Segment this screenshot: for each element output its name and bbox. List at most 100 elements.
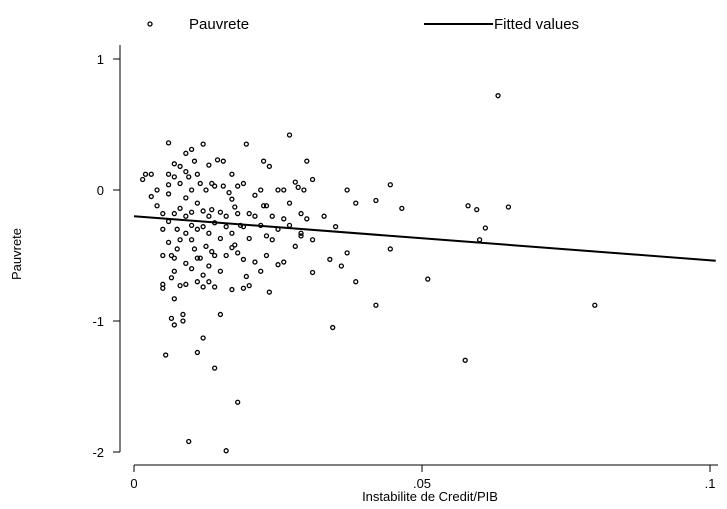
scatter-point: [505, 204, 512, 210]
scatter-point: [206, 162, 212, 168]
scatter-point: [246, 235, 252, 242]
scatter-point: [186, 438, 192, 445]
y-tick-label: 1: [97, 52, 104, 67]
y-tick-label: -2: [92, 445, 104, 460]
scatter-point: [188, 187, 195, 193]
scatter-points-layer: [139, 93, 598, 454]
scatter-point: [252, 213, 258, 219]
scatter-point: [177, 282, 183, 289]
scatter-point: [387, 246, 393, 252]
scatter-point: [344, 187, 350, 193]
scatter-point: [281, 259, 287, 265]
scatter-point: [197, 180, 203, 187]
scatter-point: [183, 169, 189, 175]
scatter-point: [183, 150, 189, 156]
scatter-point: [211, 365, 218, 371]
scatter-point: [258, 222, 264, 229]
scatter-point: [387, 182, 393, 188]
scatter-point: [240, 180, 247, 187]
scatter-point: [171, 255, 177, 261]
scatter-point: [353, 200, 359, 206]
axes: [119, 45, 718, 466]
scatter-point: [209, 180, 215, 187]
scatter-point: [223, 213, 229, 219]
fitted-line-layer: [133, 215, 716, 262]
y-tick-label: -1: [92, 314, 104, 329]
scatter-point: [177, 163, 183, 170]
scatter-point: [142, 171, 149, 177]
scatter-point: [183, 260, 189, 267]
y-ticks: -2 -1 0 1: [92, 52, 120, 460]
scatter-point: [229, 286, 235, 293]
scatter-point: [200, 284, 206, 290]
legend-label-pauvrete: Pauvrete: [189, 16, 249, 33]
scatter-point: [286, 222, 293, 229]
scatter-point: [217, 235, 224, 242]
scatter-point: [171, 296, 177, 302]
scatter-point: [211, 284, 218, 290]
scatter-point: [177, 180, 183, 187]
scatter-point: [252, 259, 258, 265]
scatter-point: [275, 187, 281, 193]
scatter-point: [171, 322, 177, 328]
scatter-point: [269, 237, 275, 243]
scatter-point: [304, 216, 310, 222]
scatter-point: [154, 203, 160, 209]
scatter-point: [165, 140, 172, 146]
scatter-point: [211, 252, 218, 259]
scatter-point: [194, 226, 201, 232]
scatter-point: [165, 218, 172, 225]
scatter-point: [200, 272, 206, 278]
scatter-point: [321, 213, 327, 219]
fitted-values-line: [133, 215, 716, 262]
scatter-point: [281, 187, 287, 193]
scatter-point: [263, 252, 270, 259]
scatter-point: [338, 263, 345, 269]
scatter-point: [246, 210, 252, 217]
scatter-point: [165, 182, 172, 188]
scatter-point: [186, 174, 192, 180]
legend-marker-pauvrete: [147, 21, 153, 27]
scatter-point: [160, 252, 166, 259]
scatter-point: [258, 268, 264, 274]
scatter-point: [232, 204, 238, 210]
scatter-point: [171, 268, 177, 274]
scatter-point: [188, 237, 195, 243]
scatter-point: [353, 279, 359, 285]
scatter-point: [200, 208, 206, 214]
scatter-point: [206, 230, 212, 236]
scatter-point: [177, 237, 183, 243]
scatter-point: [246, 282, 252, 289]
scatter-point: [266, 289, 273, 295]
scatter-point: [220, 158, 226, 164]
scatter-point: [232, 242, 238, 248]
scatter-point: [180, 318, 186, 324]
scatter-point: [298, 230, 304, 236]
scatter-point: [194, 200, 201, 206]
scatter-point: [263, 233, 270, 239]
scatter-point: [217, 268, 224, 274]
x-axis-title: Instabilite de Credit/PIB: [362, 489, 498, 504]
y-axis-title: Pauvrete: [9, 228, 24, 280]
scatter-point: [160, 210, 166, 217]
scatter-point: [171, 174, 177, 180]
scatter-point: [226, 189, 232, 196]
scatter-point: [191, 158, 198, 164]
scatter-point: [301, 187, 307, 193]
scatter-point: [209, 206, 215, 213]
scatter-point: [235, 250, 241, 256]
scatter-point: [200, 141, 206, 147]
scatter-point: [476, 237, 483, 243]
scatter-point: [183, 281, 189, 287]
scatter-point: [217, 311, 224, 318]
scatter-point: [266, 163, 273, 170]
scatter-point: [139, 176, 146, 183]
scatter-point: [286, 132, 293, 138]
scatter-point: [171, 161, 177, 167]
scatter-point: [180, 311, 186, 318]
scatter-point: [292, 179, 298, 185]
scatter-point: [295, 184, 301, 191]
scatter-point: [209, 248, 215, 255]
scatter-point: [154, 187, 160, 193]
